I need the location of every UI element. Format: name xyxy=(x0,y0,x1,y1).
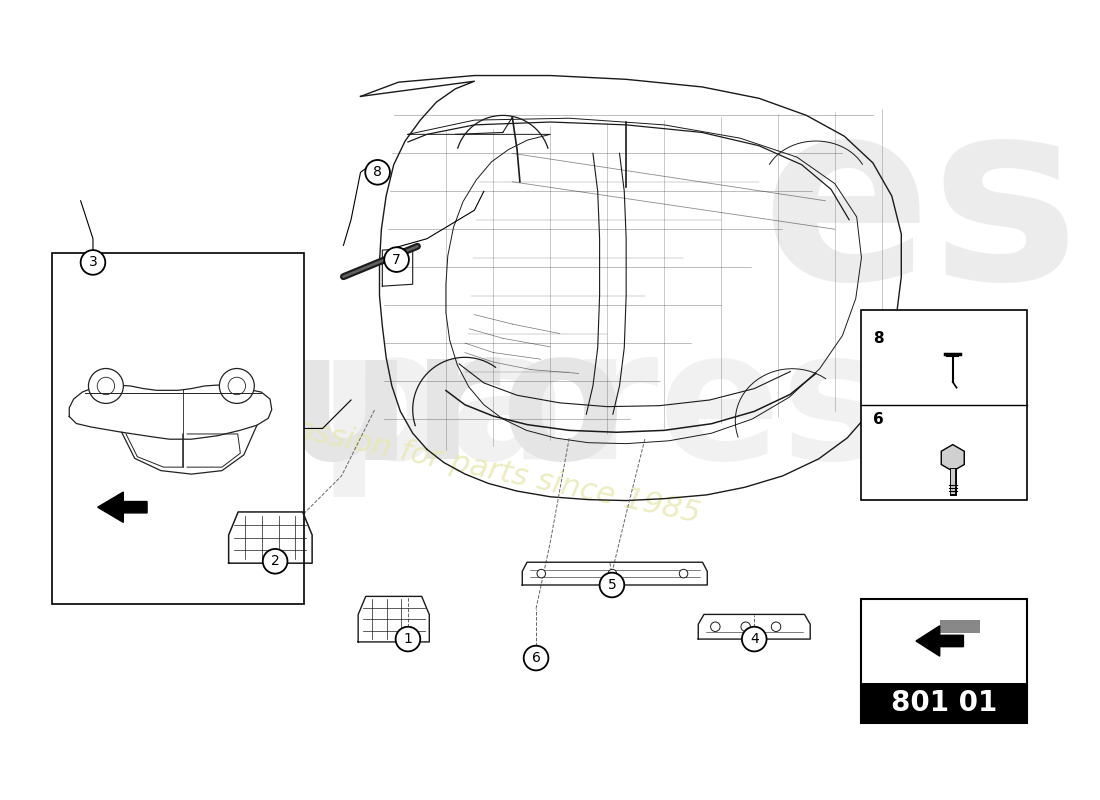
FancyBboxPatch shape xyxy=(939,620,980,634)
Text: es: es xyxy=(761,90,1079,331)
Circle shape xyxy=(537,570,546,578)
Text: 2: 2 xyxy=(271,554,279,568)
Circle shape xyxy=(384,247,409,272)
Polygon shape xyxy=(942,445,965,471)
Circle shape xyxy=(524,646,549,670)
Circle shape xyxy=(741,626,767,651)
Circle shape xyxy=(741,622,750,631)
FancyBboxPatch shape xyxy=(861,682,1027,722)
Text: 6: 6 xyxy=(531,651,540,665)
Text: spares: spares xyxy=(211,322,889,498)
Text: 4: 4 xyxy=(750,632,759,646)
Circle shape xyxy=(608,570,617,578)
Circle shape xyxy=(228,378,245,394)
Circle shape xyxy=(88,369,123,403)
Circle shape xyxy=(219,369,254,403)
Circle shape xyxy=(600,573,625,598)
FancyBboxPatch shape xyxy=(861,599,1027,722)
Text: 3: 3 xyxy=(89,255,98,270)
Text: 801 01: 801 01 xyxy=(891,689,998,717)
Circle shape xyxy=(97,378,114,394)
Circle shape xyxy=(263,549,287,574)
Circle shape xyxy=(365,160,389,185)
Text: euro: euro xyxy=(162,322,625,498)
Text: 8: 8 xyxy=(872,330,883,346)
Polygon shape xyxy=(916,626,964,656)
Circle shape xyxy=(80,250,106,274)
Text: a passion for parts since 1985: a passion for parts since 1985 xyxy=(246,404,703,529)
FancyBboxPatch shape xyxy=(861,310,1027,500)
Circle shape xyxy=(711,622,720,631)
Text: 6: 6 xyxy=(872,412,883,427)
FancyBboxPatch shape xyxy=(52,253,304,604)
Text: 8: 8 xyxy=(373,166,382,179)
Text: 5: 5 xyxy=(607,578,616,592)
Circle shape xyxy=(680,570,688,578)
Text: 7: 7 xyxy=(393,253,400,266)
Text: 1: 1 xyxy=(404,632,412,646)
Circle shape xyxy=(771,622,781,631)
Polygon shape xyxy=(98,492,147,522)
Circle shape xyxy=(396,626,420,651)
